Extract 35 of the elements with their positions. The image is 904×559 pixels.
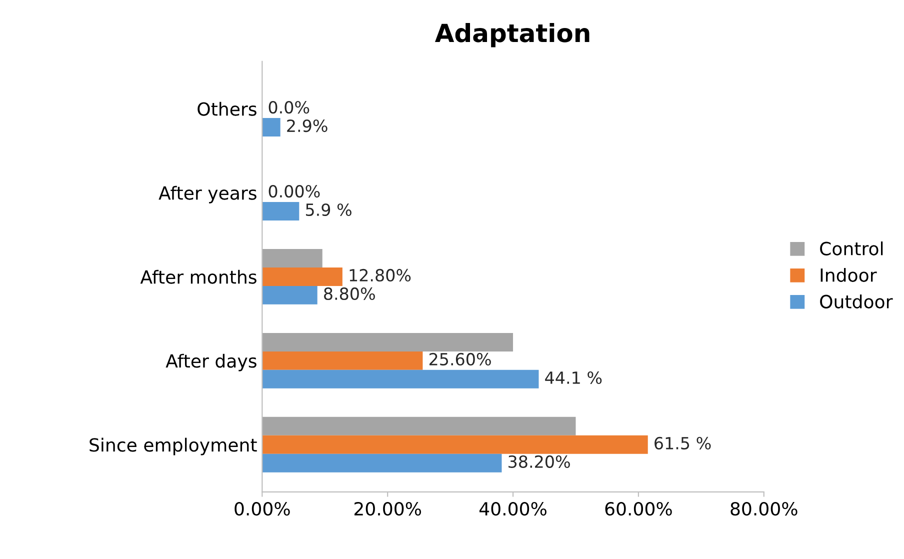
bar [262,118,280,136]
data-label: 38.20% [508,455,570,468]
data-label: 61.5 % [654,436,711,450]
x-tick-label: 20.00% [354,502,422,516]
bar [262,351,423,370]
data-label: 0.0% [268,100,310,114]
bar [262,332,514,352]
data-label: 5.9 % [306,203,352,216]
bar [262,416,576,436]
data-label: 25.60% [429,352,491,366]
bar [262,286,318,304]
bar [262,435,648,454]
x-tick-label: 40.00% [479,502,546,516]
data-label: 44.1 % [545,371,602,384]
x-tick-label: 80.00% [730,502,798,516]
bar [262,202,300,220]
y-tick-label: After days [166,354,256,372]
y-tick-label: After months [140,270,256,284]
legend-label: Indoor [820,268,877,282]
x-tick-label: 0.00% [234,502,290,516]
x-tick-label: 60.00% [605,502,672,516]
y-tick-label: Others [198,102,256,116]
data-label: 0.00% [268,184,320,198]
data-label: 2.9% [287,119,328,132]
chart-title: Adaptation [434,23,590,48]
bar [262,370,539,388]
data-label: 8.80% [324,287,375,300]
legend-label: Outdoor [820,294,893,308]
bar [262,248,322,268]
y-tick-label: After years [158,186,256,204]
y-tick-label: Since employment [90,438,257,456]
bar [262,267,342,286]
bar [262,454,502,472]
data-label: 12.80% [350,268,411,282]
legend-label: Control [820,241,883,256]
